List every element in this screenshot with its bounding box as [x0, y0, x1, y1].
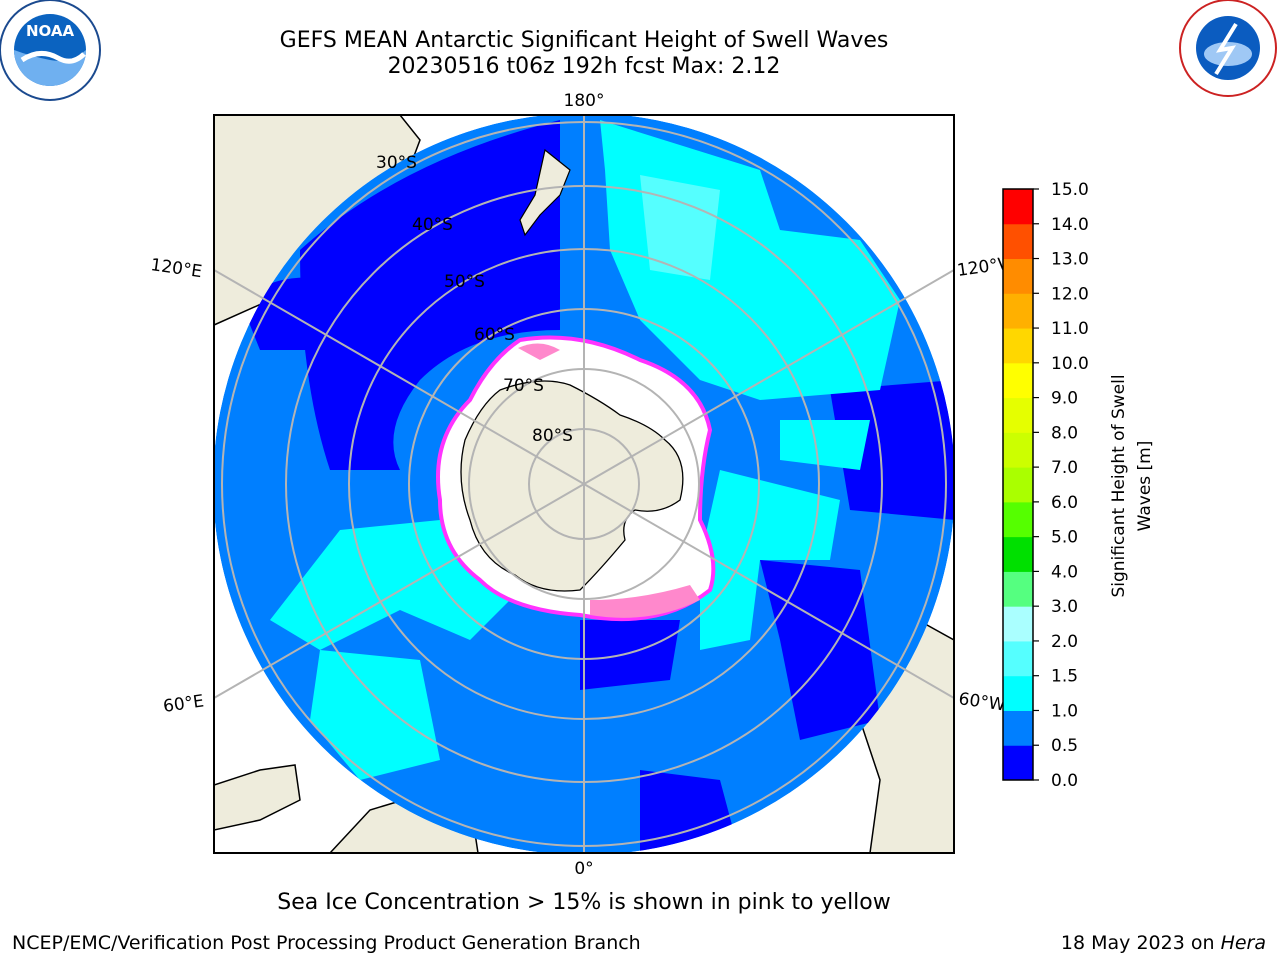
colorbar-tick-label: 10.0: [1051, 354, 1089, 374]
lat-label-80s: 80°S: [532, 426, 573, 446]
colorbar-segment: [1003, 328, 1033, 364]
colorbar-segment: [1003, 640, 1033, 677]
colorbar-tick-label: 12.0: [1051, 284, 1089, 304]
colorbar: 0.0 0.5 1.0 1.5 2.0 3.0 4.0 5.0 6.0 7.0 8.0 9.0 10.0…: [1002, 180, 1089, 791]
sea-ice-edge-ross: [518, 343, 560, 360]
madagascar-land: [214, 764, 301, 831]
colorbar-segment: [1003, 536, 1033, 572]
chart-title: GEFS MEAN Antarctic Significant Height o…: [279, 28, 889, 53]
map-area: 30°S 40°S 50°S 60°S 70°S 80°S: [214, 115, 954, 853]
chart-subtitle: 20230516 t06z 192h fcst Max: 2.12: [387, 54, 781, 79]
colorbar-tick-label: 0.0: [1051, 771, 1078, 791]
colorbar-segment: [1003, 710, 1033, 746]
colorbar-label-line2: Waves [m]: [1135, 441, 1155, 532]
colorbar-segment: [1003, 432, 1033, 468]
colorbar-segment: [1003, 258, 1033, 294]
lat-label-70s: 70°S: [503, 376, 544, 396]
new-zealand-land: [519, 148, 571, 237]
colorbar-segment: [1003, 501, 1033, 538]
noaa-logo-text: NOAA: [26, 22, 75, 40]
lat-label-50s: 50°S: [444, 272, 485, 292]
colorbar-segment: [1003, 189, 1033, 225]
lat-label-60s: 60°S: [474, 325, 515, 345]
colorbar-tick-label: 11.0: [1051, 319, 1089, 339]
colorbar-segment: [1003, 293, 1033, 329]
lat-label-30s: 30°S: [376, 153, 417, 173]
colorbar-tick-label: 0.5: [1051, 736, 1078, 756]
colorbar-tick-label: 5.0: [1051, 528, 1078, 548]
lon-label-120e: 120°E: [149, 255, 203, 282]
colorbar-tick-label: 15.0: [1051, 180, 1089, 200]
lon-label-180: 180°: [564, 91, 605, 111]
lat-label-40s: 40°S: [412, 215, 453, 235]
colorbar-tick-label: 7.0: [1051, 458, 1078, 478]
colorbar-tick-label: 1.5: [1051, 667, 1078, 687]
noaa-logo: NOAA: [0, 0, 101, 101]
lon-label-60e: 60°E: [162, 691, 205, 716]
colorbar-segment: [1003, 223, 1033, 260]
sea-ice-edge-weddell: [590, 585, 700, 618]
colorbar-tick-label: 13.0: [1051, 250, 1089, 270]
map-frame: [213, 114, 955, 854]
colorbar-tick-label: 9.0: [1051, 389, 1078, 409]
colorbar-segment: [1003, 467, 1033, 503]
colorbar-segment: [1003, 675, 1033, 711]
lon-label-0: 0°: [574, 859, 593, 879]
lon-label-60w: 60°W: [957, 689, 1006, 715]
colorbar-segment: [1003, 745, 1033, 781]
colorbar-segment: [1003, 397, 1033, 433]
colorbar-segment: [1003, 571, 1033, 607]
colorbar-label-line1: Significant Height of Swell: [1109, 374, 1129, 597]
colorbar-tick-label: 1.0: [1051, 701, 1078, 721]
colorbar-tick-label: 14.0: [1051, 215, 1089, 235]
graticule: [214, 115, 954, 853]
date-text: 18 May 2023 on: [1060, 932, 1215, 954]
colorbar-tick-label: 6.0: [1051, 493, 1078, 513]
credit-line: NCEP/EMC/Verification Post Processing Pr…: [12, 932, 641, 954]
colorbar-segment: [1003, 606, 1033, 642]
colorbar-tick-label: 3.0: [1051, 597, 1078, 617]
antarctica-land: [460, 380, 684, 592]
sea-ice-note: Sea Ice Concentration > 15% is shown in …: [277, 890, 891, 915]
colorbar-tick-label: 8.0: [1051, 423, 1078, 443]
colorbar-tick-label: 2.0: [1051, 632, 1078, 652]
colorbar-tick-label: 4.0: [1051, 562, 1078, 582]
colorbar-frame: [1002, 188, 1034, 781]
host-name: Hera: [1220, 932, 1266, 954]
date-stamp: 18 May 2023 on Hera: [1061, 932, 1266, 954]
nws-logo: [1179, 0, 1277, 97]
colorbar-segment: [1003, 362, 1033, 399]
